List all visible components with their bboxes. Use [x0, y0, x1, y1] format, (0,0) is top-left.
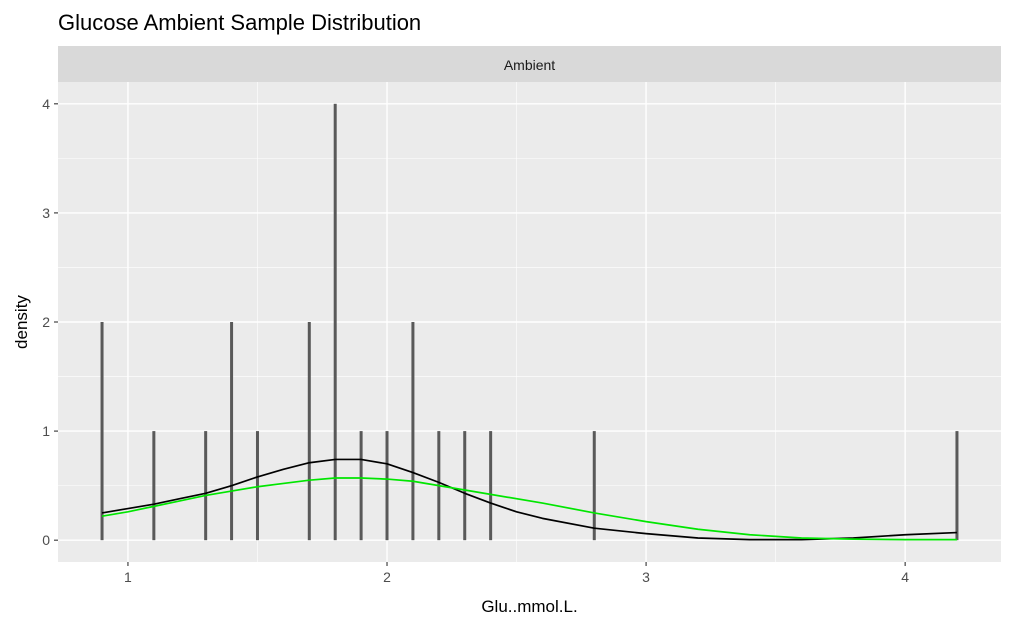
density-lines	[101, 458, 957, 541]
chart-title: Glucose Ambient Sample Distribution	[58, 10, 421, 35]
histogram-bar	[204, 431, 208, 541]
facet-strip-label: Ambient	[504, 57, 555, 73]
y-axis: 0 1 2 3 4	[42, 96, 58, 548]
x-tick-label: 4	[901, 569, 909, 585]
histogram-bar	[255, 431, 259, 541]
bars	[100, 103, 959, 541]
histogram-bar	[230, 322, 234, 541]
y-tick-label: 1	[42, 423, 50, 439]
histogram-bar	[152, 431, 156, 541]
density-line	[101, 458, 957, 541]
y-tick-label: 3	[42, 205, 50, 221]
histogram-bar	[592, 431, 596, 541]
histogram-bar	[307, 322, 311, 541]
x-tick-label: 1	[124, 569, 132, 585]
histogram-bar	[359, 431, 363, 541]
y-tick-label: 4	[42, 96, 50, 112]
y-tick-label: 2	[42, 314, 50, 330]
histogram-bar	[411, 322, 415, 541]
histogram-bar	[463, 431, 467, 541]
grid-major	[58, 82, 1001, 562]
histogram-bar	[100, 322, 104, 541]
facet-strip	[58, 46, 1001, 82]
histogram-bar	[385, 431, 389, 541]
histogram-bar	[489, 431, 493, 541]
density-line	[101, 477, 957, 541]
x-axis: 1 2 3 4	[124, 562, 909, 585]
y-tick-label: 0	[42, 532, 50, 548]
histogram-bar	[333, 103, 337, 541]
histogram-bar	[955, 431, 959, 541]
x-axis-title: Glu..mmol.L.	[481, 597, 577, 616]
x-tick-label: 3	[642, 569, 650, 585]
x-tick-label: 2	[383, 569, 391, 585]
y-axis-title: density	[12, 295, 31, 349]
